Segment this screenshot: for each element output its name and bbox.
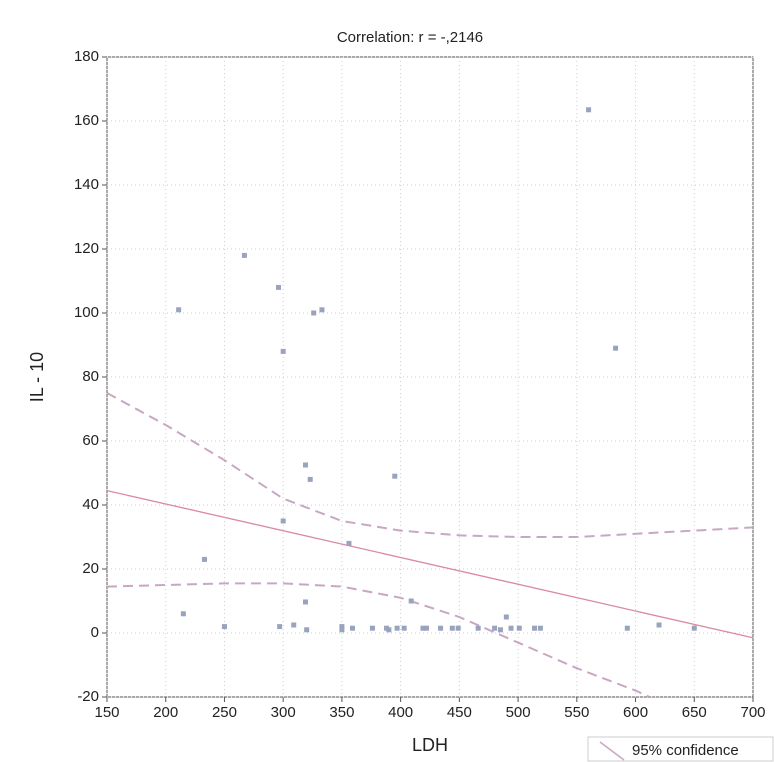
legend-swatch — [599, 741, 625, 761]
point — [394, 625, 400, 631]
y-tick-label: 80 — [82, 368, 99, 385]
point — [346, 540, 352, 546]
y-tick-label: 20 — [82, 560, 99, 577]
point — [176, 307, 182, 313]
point — [516, 625, 522, 631]
plot-frame — [106, 56, 754, 698]
point — [438, 625, 444, 631]
point — [449, 625, 455, 631]
y-tick-label: 180 — [74, 48, 99, 65]
point — [455, 625, 461, 631]
chart-title: Correlation: r = -,2146 — [337, 29, 483, 46]
point — [280, 518, 286, 524]
legend-label: 95% confidence — [632, 742, 739, 759]
point — [386, 627, 392, 633]
point — [221, 624, 227, 630]
x-tick-label: 400 — [388, 704, 413, 721]
point — [319, 307, 325, 313]
point — [339, 624, 345, 630]
point — [508, 625, 514, 631]
point — [492, 625, 498, 631]
x-tick-label: 200 — [153, 704, 178, 721]
point — [401, 625, 407, 631]
point — [201, 556, 207, 562]
point — [302, 599, 308, 605]
x-tick-label: 700 — [740, 704, 765, 721]
point — [311, 310, 317, 316]
y-tick-label: 40 — [82, 496, 99, 513]
point — [392, 473, 398, 479]
point — [475, 625, 481, 631]
point — [291, 622, 297, 628]
y-tick-label: 100 — [74, 304, 99, 321]
point — [304, 627, 310, 633]
point — [280, 348, 286, 354]
y-tick-label: 160 — [74, 112, 99, 129]
point — [180, 611, 186, 617]
y-tick-label: 140 — [74, 176, 99, 193]
point — [613, 345, 619, 351]
x-tick-label: 150 — [94, 704, 119, 721]
x-tick-label: 450 — [447, 704, 472, 721]
x-tick-label: 550 — [564, 704, 589, 721]
x-tick-label: 300 — [271, 704, 296, 721]
point — [532, 625, 538, 631]
y-tick-label: 0 — [91, 624, 99, 641]
point — [586, 107, 592, 113]
point — [691, 625, 697, 631]
y-axis-label: IL - 10 — [27, 352, 47, 402]
regression-line — [107, 489, 753, 639]
point — [275, 284, 281, 290]
y-tick-label: -20 — [77, 688, 99, 705]
point — [339, 627, 345, 633]
point — [420, 625, 426, 631]
point — [241, 252, 247, 258]
confidence-band — [107, 392, 753, 538]
point — [503, 614, 509, 620]
x-axis-label: LDH — [412, 735, 448, 755]
point — [423, 625, 429, 631]
x-tick-label: 350 — [329, 704, 354, 721]
x-tick-label: 500 — [506, 704, 531, 721]
point — [408, 598, 414, 604]
point — [369, 625, 375, 631]
point — [349, 625, 355, 631]
point — [497, 627, 503, 633]
confidence-band — [107, 582, 651, 697]
x-tick-label: 650 — [682, 704, 707, 721]
x-tick-label: 250 — [212, 704, 237, 721]
point — [307, 476, 313, 482]
point — [277, 624, 283, 630]
point — [656, 622, 662, 628]
x-tick-label: 600 — [623, 704, 648, 721]
y-tick-label: 120 — [74, 240, 99, 257]
point — [537, 625, 543, 631]
y-tick-label: 60 — [82, 432, 99, 449]
point — [624, 625, 630, 631]
point — [302, 462, 308, 468]
